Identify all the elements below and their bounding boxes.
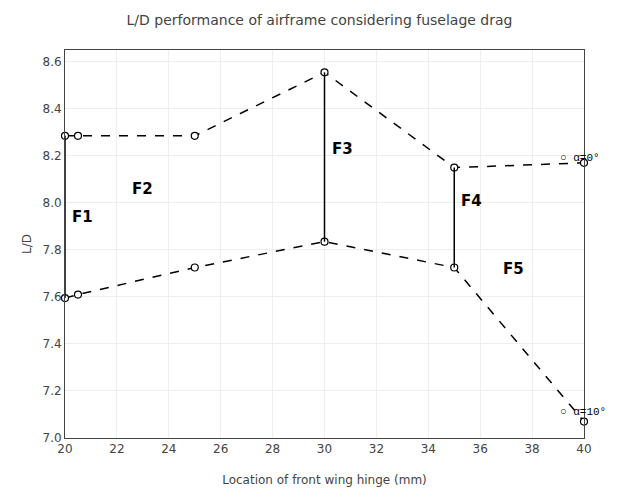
svg-text:F1: F1 [72,208,93,226]
svg-text:36: 36 [473,442,488,456]
svg-text:7.4: 7.4 [43,337,62,351]
svg-text:F3: F3 [332,140,353,158]
svg-text:F2: F2 [132,180,153,198]
svg-text:F5: F5 [503,260,524,278]
svg-text:34: 34 [421,442,436,456]
svg-text:8.2: 8.2 [43,149,62,163]
svg-text:○ α=0°: ○ α=0° [560,152,600,164]
svg-text:32: 32 [369,442,384,456]
svg-text:8.6: 8.6 [43,55,62,69]
svg-text:7.0: 7.0 [43,431,62,445]
svg-text:○ α=10°: ○ α=10° [560,406,606,418]
svg-text:8.4: 8.4 [43,102,62,116]
svg-text:20: 20 [57,442,72,456]
svg-text:L/D: L/D [20,234,34,254]
svg-text:F4: F4 [461,192,482,210]
svg-text:24: 24 [161,442,176,456]
svg-text:7.2: 7.2 [43,384,62,398]
svg-text:Location of front wing hinge (: Location of front wing hinge (mm) [222,473,427,487]
svg-text:40: 40 [576,442,591,456]
svg-text:L/D performance of airframe co: L/D performance of airframe considering … [127,12,513,28]
svg-text:30: 30 [317,442,332,456]
svg-text:7.6: 7.6 [43,290,62,304]
svg-text:38: 38 [524,442,539,456]
svg-text:28: 28 [265,442,280,456]
svg-text:26: 26 [213,442,228,456]
svg-text:7.8: 7.8 [43,243,62,257]
svg-text:8.0: 8.0 [43,196,62,210]
svg-text:22: 22 [109,442,124,456]
